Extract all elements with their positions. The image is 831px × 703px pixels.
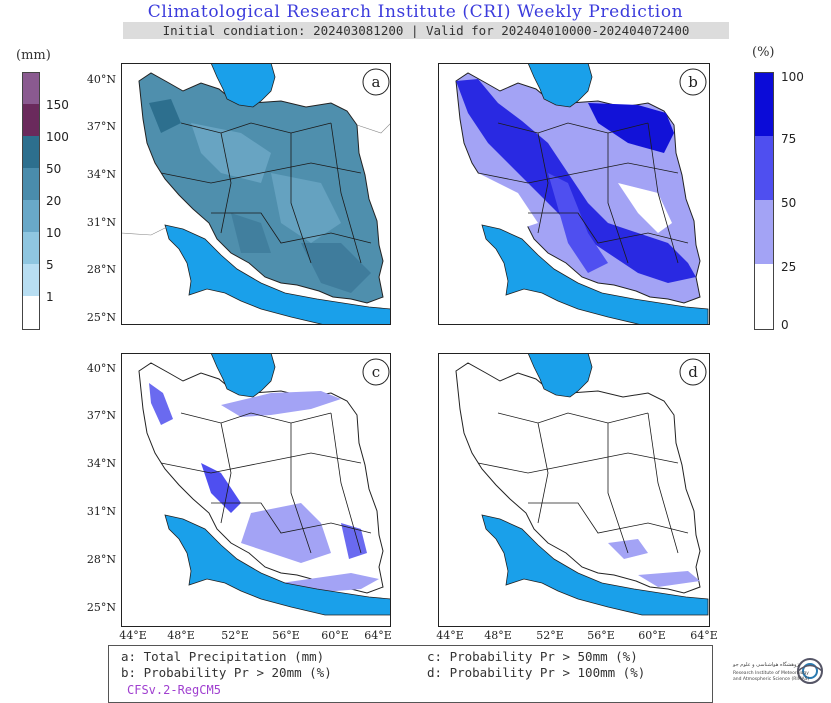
panel-letter-c: c xyxy=(372,363,380,381)
left-colorbar-label: 50 xyxy=(46,162,62,176)
lat-label: 40°N xyxy=(86,362,116,375)
left-colorbar-label: 150 xyxy=(46,98,69,112)
logo-text-en-1: Research Institute of Meteorology xyxy=(733,671,809,676)
lat-label: 25°N xyxy=(86,601,116,614)
lon-label: 52°E xyxy=(536,629,564,642)
left-colorbar-swatch xyxy=(22,168,40,200)
lat-label: 31°N xyxy=(86,216,116,229)
right-colorbar-label: 25 xyxy=(781,260,797,274)
left-colorbar-swatch xyxy=(22,232,40,264)
right-colorbar xyxy=(754,72,774,330)
lon-label: 52°E xyxy=(221,629,249,642)
lon-label: 56°E xyxy=(587,629,615,642)
right-colorbar-label: 50 xyxy=(781,196,797,210)
left-colorbar-swatch xyxy=(22,264,40,296)
map-panel-b: b xyxy=(438,63,710,325)
lat-label: 31°N xyxy=(86,505,116,518)
lon-label: 48°E xyxy=(167,629,195,642)
right-colorbar-label: 75 xyxy=(781,132,797,146)
right-colorbar-unit: (%) xyxy=(752,45,775,60)
left-colorbar-label: 20 xyxy=(46,194,62,208)
panel-letter-d: d xyxy=(688,363,698,381)
lat-label: 37°N xyxy=(86,409,116,422)
left-colorbar-label: 10 xyxy=(46,226,62,240)
lon-label: 60°E xyxy=(321,629,349,642)
lon-label: 44°E xyxy=(436,629,464,642)
right-colorbar-label: 100 xyxy=(781,70,804,84)
left-colorbar xyxy=(22,72,40,330)
legend-d: d: Probability Pr > 100mm (%) xyxy=(427,665,646,680)
left-colorbar-label: 5 xyxy=(46,258,54,272)
model-name: CFSv.2-RegCM5 xyxy=(127,683,221,697)
lat-label: 28°N xyxy=(86,263,116,276)
right-colorbar-label: 0 xyxy=(781,318,789,332)
page-title: Climatological Research Institute (CRI) … xyxy=(147,2,684,22)
legend-c: c: Probability Pr > 50mm (%) xyxy=(427,649,638,664)
left-colorbar-label: 1 xyxy=(46,290,54,304)
right-colorbar-swatch xyxy=(754,264,774,330)
lon-label: 64°E xyxy=(690,629,718,642)
panel-letter-b: b xyxy=(688,73,698,91)
lat-label: 25°N xyxy=(86,311,116,324)
right-colorbar-swatch xyxy=(754,136,774,200)
panel-letter-a: a xyxy=(372,73,381,91)
left-colorbar-swatch xyxy=(22,200,40,232)
legend-a: a: Total Precipitation (mm) xyxy=(121,649,325,664)
left-colorbar-swatch xyxy=(22,136,40,168)
map-panel-d: d xyxy=(438,353,710,627)
logo-text-fa: پژوهشگاه هواشناسی و علوم جو xyxy=(733,662,801,668)
cri-logo: پژوهشگاه هواشناسی و علوم جو Research Ins… xyxy=(731,654,827,694)
left-colorbar-swatch xyxy=(22,72,40,104)
lon-label: 56°E xyxy=(272,629,300,642)
lon-label: 64°E xyxy=(364,629,392,642)
lat-label: 40°N xyxy=(86,73,116,86)
map-panel-a: a xyxy=(121,63,391,325)
lon-label: 44°E xyxy=(119,629,147,642)
lat-label: 28°N xyxy=(86,553,116,566)
left-colorbar-label: 100 xyxy=(46,130,69,144)
right-colorbar-swatch xyxy=(754,200,774,264)
left-colorbar-swatch xyxy=(22,104,40,136)
lon-label: 60°E xyxy=(638,629,666,642)
lat-label: 34°N xyxy=(86,457,116,470)
right-colorbar-swatch xyxy=(754,72,774,136)
left-colorbar-unit: (mm) xyxy=(16,48,51,63)
left-colorbar-swatch xyxy=(22,296,40,330)
cri-logo-icon xyxy=(797,658,823,684)
legend-b: b: Probability Pr > 20mm (%) xyxy=(121,665,332,680)
lat-label: 34°N xyxy=(86,168,116,181)
map-panel-c: c xyxy=(121,353,391,627)
legend-box: a: Total Precipitation (mm) b: Probabili… xyxy=(108,645,713,703)
lon-label: 48°E xyxy=(484,629,512,642)
lat-label: 37°N xyxy=(86,120,116,133)
logo-text-en-2: and Atmospheric Science (RIMAS) xyxy=(733,677,810,682)
page-subtitle: Initial condiation: 202403081200 | Valid… xyxy=(123,22,729,39)
